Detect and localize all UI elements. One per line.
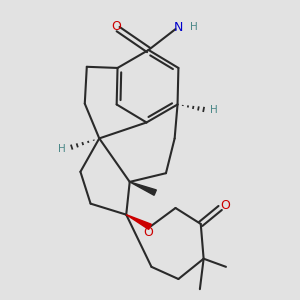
Text: O: O	[220, 199, 230, 212]
Polygon shape	[130, 182, 156, 195]
Text: H: H	[58, 144, 65, 154]
Text: H: H	[210, 105, 218, 115]
Text: O: O	[144, 226, 154, 238]
Text: O: O	[111, 20, 121, 33]
Text: H: H	[190, 22, 197, 32]
Text: N: N	[174, 21, 183, 34]
Polygon shape	[126, 215, 151, 230]
